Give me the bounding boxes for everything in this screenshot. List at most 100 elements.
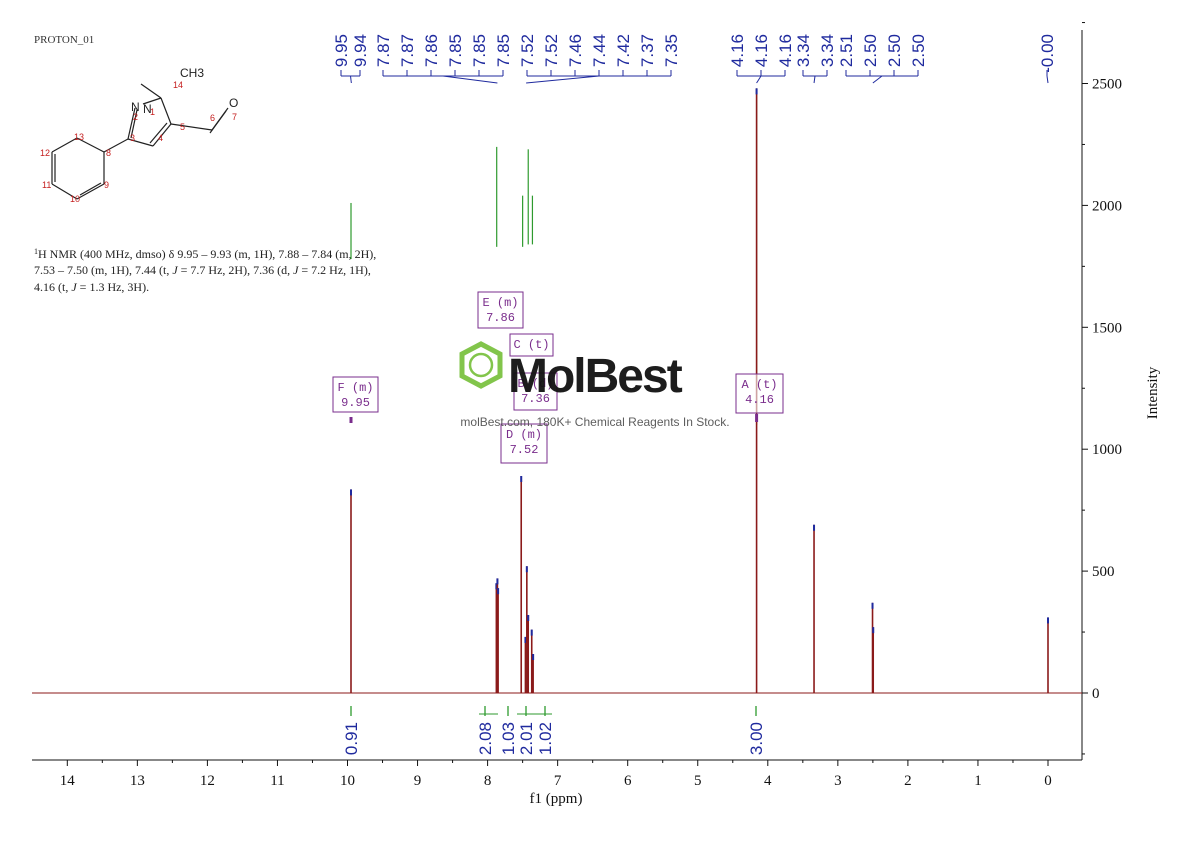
peak-label-connector [442,75,498,84]
x-tick-label: 1 [974,773,982,789]
peak-shift-label: 7.85 [494,34,513,67]
peak-shift-label: 4.16 [776,34,795,67]
peak-label-connector [756,75,762,84]
peak-shift-label: 9.95 [332,34,351,67]
peak-shift-label: 7.44 [590,34,609,67]
multiplet-shift: 7.52 [510,443,539,457]
atom-number: 4 [158,133,163,143]
integral-value: 2.08 [476,722,495,755]
peak-shift-label: 7.85 [446,34,465,67]
multiplet-shift: 9.95 [341,396,370,410]
peak-shift-label: 2.50 [861,34,880,67]
watermark-tagline: molBest.com, 180K+ Chemical Reagents In … [460,415,729,429]
coupling-symbol: J [293,263,299,277]
multiplet-box-frame [513,372,558,411]
integral-value: 2.01 [517,722,536,755]
multiplet-shift: 4.16 [745,393,774,407]
nmr-superscript: 1 [34,247,38,256]
nmr-line-2-part: 7.53 – 7.50 (m, 1H), 7.44 (t, [34,263,172,277]
atom-number: 2 [133,112,138,122]
nmr-line-3-part: 4.16 (t, [34,280,71,294]
multiplet-box: B (d)7.36 [513,372,558,411]
peak-label-connector [1046,75,1049,84]
atom-symbol: N [143,102,152,116]
multiplet-box: C (t) [509,333,554,357]
coupling-symbol: J [172,263,178,277]
coupling-symbol: J [71,280,77,294]
atom-number: 5 [180,122,185,132]
watermark: MolBest molBest.com, 180K+ Chemical Reag… [459,341,730,429]
atom-number: 3 [130,133,135,143]
nmr-line-1-text: H NMR (400 MHz, dmso) δ 9.95 – 9.93 (m, … [38,247,376,261]
peak-shift-label: 7.87 [398,34,417,67]
atom-number: 10 [70,194,80,204]
nmr-line-3: 4.16 (t, J = 1.3 Hz, 3H). [34,280,149,294]
x-tick-label: 4 [764,773,772,789]
y-tick-label: 1000 [1092,442,1122,458]
integral-value: 1.02 [536,722,555,755]
multiplet-box-frame [332,376,379,413]
integral-labels: 0.91 2.08 1.03 2.01 1.02 3.00 [342,706,766,755]
atom-number: 11 [42,180,51,190]
peak-shift-label: 7.46 [566,34,585,67]
experiment-name: PROTON_01 [34,34,94,46]
molecule-structure [51,83,229,200]
multiplet-label: C (t) [513,338,549,352]
y-tick-label: 2500 [1092,77,1122,93]
peak-shift-label: 7.86 [422,34,441,67]
integral-value: 0.91 [342,722,361,755]
multiplet-box: D (m)7.52 [500,423,548,464]
peak-label-connector [813,75,816,84]
peak-shift-label: 3.34 [794,34,813,67]
x-tick-label: 13 [130,773,145,789]
nmr-line-2-part: = 7.7 Hz, 2H), 7.36 (d, [178,263,293,277]
atom-number: 12 [40,148,50,158]
atom-number: 13 [74,132,84,142]
benzene-logo-icon [459,341,503,389]
atom-symbol: N [131,100,140,114]
atom-symbol: CH3 [180,66,204,80]
multiplet-box-frame [735,373,784,414]
nmr-line-1: 1H NMR (400 MHz, dmso) δ 9.95 – 9.93 (m,… [34,247,376,261]
multiplet-box-frame [477,291,524,329]
x-tick-label: 8 [484,773,492,789]
peak-shift-label: 2.51 [837,34,856,67]
peak-shift-label: 7.52 [518,34,537,67]
peak-shift-label: 2.50 [885,34,904,67]
peak-shift-label: 2.50 [909,34,928,67]
y-tick-label: 0 [1092,686,1100,702]
x-tick-label: 7 [554,773,562,789]
x-tick-label: 14 [60,773,76,789]
multiplet-box-frame [500,423,548,464]
atom-number: 14 [173,80,183,90]
molecule-atom-labels: N N O CH3 1 2 3 4 5 6 7 8 9 10 11 12 13 … [40,66,238,204]
peak-label-connector [526,75,600,84]
atom-number: 6 [210,113,215,123]
x-tick-label: 11 [270,773,284,789]
multiplet-shift: 7.86 [486,311,515,325]
multiplet-box-frame [509,333,554,357]
peak-shift-label: 7.52 [542,34,561,67]
nmr-description: 1H NMR (400 MHz, dmso) δ 9.95 – 9.93 (m,… [34,247,376,294]
multiplet-label: E (m) [482,296,518,310]
peak-shift-label: -0.00 [1038,34,1057,73]
multiplet-boxes: F (m)9.95 E (m)7.86 C (t) B (d)7.36 D (m)7.5… [332,291,784,464]
watermark-brand: MolBest [508,350,683,403]
x-tick-label: 12 [200,773,215,789]
y-tick-label: 1500 [1092,320,1122,336]
peak-shift-label: 9.94 [351,34,370,67]
peak-shift-label: 7.37 [638,34,657,67]
y-tick-label: 2000 [1092,198,1122,214]
x-tick-label: 10 [340,773,355,789]
peak-shift-label: 7.87 [374,34,393,67]
y-axis-title: Intensity [1145,366,1161,419]
x-axis-title: f1 (ppm) [530,791,583,807]
nmr-line-2: 7.53 – 7.50 (m, 1H), 7.44 (t, J = 7.7 Hz… [34,263,371,277]
atom-number: 7 [232,112,237,122]
nmr-line-3-part: = 1.3 Hz, 3H). [77,280,149,294]
atom-number: 9 [104,180,109,190]
x-tick-label: 6 [624,773,632,789]
integral-value: 1.03 [499,722,518,755]
peak-label-group: 9.95 9.94 7.87 7.87 7.86 7.85 7.85 7.85 7.52 7.52… [332,34,1057,84]
